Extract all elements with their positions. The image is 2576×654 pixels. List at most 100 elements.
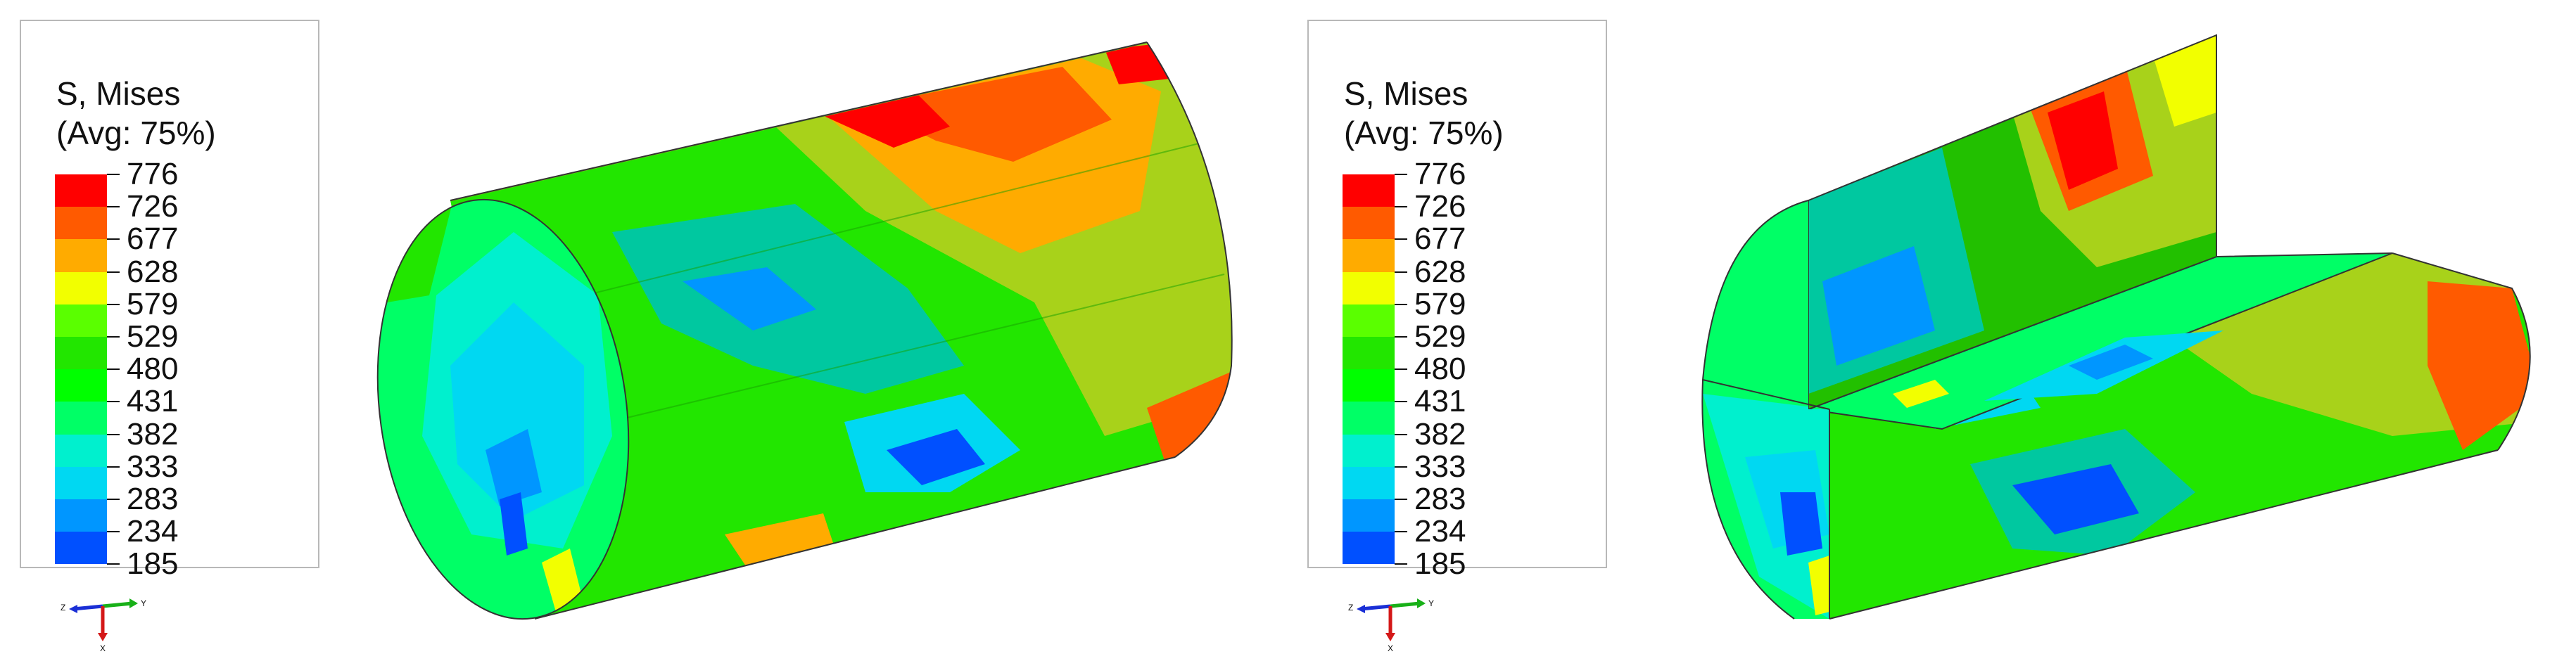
contour-darkorange [2428,281,2530,450]
legend-tick-mark [107,303,120,305]
z-axis-head [1357,605,1365,613]
legend-tick-label: 529 [127,319,179,354]
legend-swatch [55,466,107,499]
legend-box: S, Mises (Avg: 75%) 776 726 677 628 579 529 48… [1307,20,1607,579]
legend-tick-label: 283 [127,482,179,516]
legend-swatch [1343,336,1395,370]
legend-tick-label: 431 [127,384,179,419]
y-axis-head [1417,598,1426,608]
legend-tick-label: 480 [1414,352,1466,387]
triad-z-label: Z [61,603,65,613]
contour-section-blue [2069,345,2153,380]
color-bar [55,174,107,565]
contour-blue [2012,464,2139,534]
legend-tick-mark [1395,499,1407,500]
legend-tick-label: 234 [127,514,179,549]
legend-tick-mark [1395,433,1407,435]
contour-section-yellow [1893,380,1949,408]
legend-tick-label: 776 [127,157,179,191]
y-axis-head [129,598,138,608]
legend-swatch [55,499,107,532]
x-axis-head [1385,633,1395,641]
legend-tick-label: 628 [1414,254,1466,289]
legend-tick-label: 185 [1414,546,1466,582]
x-axis-head [98,633,108,641]
triad-z-label: Z [1348,603,1353,613]
legend-swatch [55,207,107,240]
legend-swatch [1343,532,1395,565]
triad-y-label: Y [1428,598,1434,608]
legend-swatch [1343,402,1395,435]
legend-tick-label: 382 [127,416,179,451]
legend-tick-mark [107,433,120,435]
legend-tick-mark [1395,271,1407,273]
legend-swatch [1343,239,1395,272]
legend-tick-label: 185 [127,546,179,582]
z-axis-head [69,605,77,613]
legend-tick-mark [1395,466,1407,468]
legend-tick-label: 529 [1414,319,1466,354]
legend-swatch [1343,304,1395,337]
sectioned-cylinder-model [1701,34,2531,620]
legend-tick-label: 677 [1414,222,1466,257]
contour-darkorange [865,67,1112,162]
legend-tick-mark [1395,174,1407,175]
legend-tick-label: 628 [127,254,179,289]
axis-triad: Z Y X [1348,598,1434,653]
legend-swatch [55,271,107,304]
legend-subtitle: (Avg: 75%) [56,115,216,151]
cylinder-contour-model [351,41,1233,636]
legend-title: S, Mises [56,75,181,112]
legend-tick-label: 283 [1414,482,1466,516]
legend-tick-label: 333 [127,449,179,484]
legend-tick-mark [107,466,120,468]
color-bar [1343,174,1395,565]
triad-x-label: X [100,643,106,653]
legend-tick-label: 677 [127,222,179,257]
legend-swatch [1343,369,1395,402]
z-axis-arrow [72,604,103,611]
legend-swatch [1343,434,1395,467]
legend-swatch [55,304,107,337]
legend-title: S, Mises [1344,75,1468,112]
legend-tick-mark [107,174,120,175]
legend-tick-mark [107,271,120,273]
legend-tick-label: 382 [1414,416,1466,451]
legend-tick-label: 480 [127,352,179,387]
legend-tick-label: 726 [1414,189,1466,224]
legend-tick-label: 776 [1414,157,1466,191]
left-panel: S, Mises (Avg: 75%) 776 726 677 628 579 529 48… [20,20,1233,653]
legend-tick-label: 579 [127,286,179,321]
legend-box: S, Mises (Avg: 75%) 776 726 677 628 579 529 48… [20,20,319,579]
legend-tick-mark [1395,401,1407,403]
right-panel: S, Mises (Avg: 75%) 776 726 677 628 579 529 48… [1288,0,2575,654]
contour-blue [887,429,985,485]
legend-tick-label: 431 [1414,384,1466,419]
legend-swatch [1343,207,1395,240]
legend-tick-mark [107,238,120,241]
y-axis-arrow [1390,601,1421,608]
y-axis-arrow [102,601,133,608]
axis-triad: Z Y X [61,598,146,653]
legend-tick-mark [107,336,120,338]
legend-swatch [55,239,107,272]
legend-tick-label: 234 [1414,514,1466,549]
legend-tick-mark [1395,206,1407,208]
legend-tick-label: 726 [127,189,179,224]
legend-swatch [55,174,107,207]
legend-tick-mark [1395,336,1407,338]
end-face-outline [376,198,630,620]
legend-swatch [55,369,107,402]
legend-swatch [55,532,107,565]
legend-swatch [1343,499,1395,532]
contour-lightblue [683,267,816,331]
triad-x-label: X [1388,643,1393,653]
legend-swatch [55,434,107,467]
legend-tick-mark [107,401,120,403]
legend-tick-label: 579 [1414,286,1466,321]
legend-tick-mark [1395,563,1407,565]
legend-tick-mark [1395,368,1407,371]
legend-swatch [55,402,107,435]
legend-swatch [55,336,107,370]
legend-tick-mark [1395,303,1407,305]
